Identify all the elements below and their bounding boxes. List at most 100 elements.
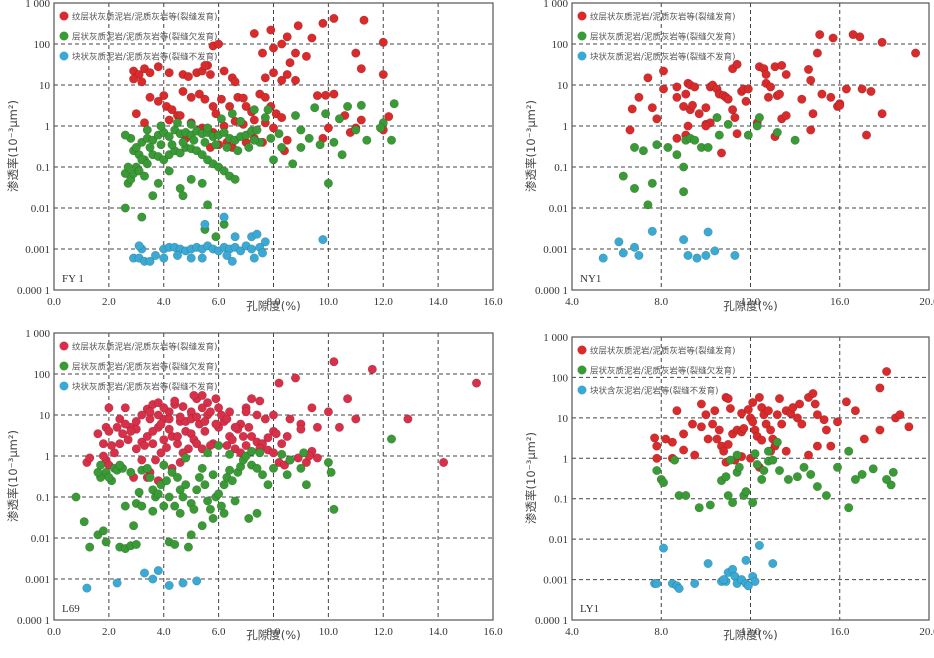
data-point (211, 394, 221, 404)
data-point (200, 480, 210, 490)
data-point (652, 114, 662, 124)
x-axis-label: 孔隙度(%) (723, 628, 777, 642)
data-point (139, 440, 150, 451)
data-point (115, 460, 125, 470)
data-point (85, 453, 95, 463)
data-point (647, 103, 657, 113)
data-point (186, 174, 196, 184)
data-point (142, 159, 152, 169)
legend-label: 块状灰质泥岩/泥质灰岩等(裂缝不发育) (72, 52, 218, 63)
y-tick-label: 1 000 (25, 328, 50, 340)
legend-label: 纹层状灰质泥岩/泥质灰岩等(裂缝发育) (72, 342, 218, 353)
data-point (763, 92, 773, 102)
data-point (795, 399, 805, 409)
y-tick-label: 1 000 (25, 0, 50, 10)
data-point (189, 135, 199, 145)
data-point (131, 416, 141, 426)
data-point (96, 460, 106, 470)
data-point (285, 455, 295, 465)
well-label: NY1 (580, 273, 601, 285)
data-point (260, 414, 270, 424)
data-point (134, 487, 144, 497)
data-point (652, 441, 662, 451)
data-point (797, 419, 807, 429)
data-point (200, 94, 210, 104)
data-point (236, 116, 246, 126)
data-point (164, 166, 174, 176)
data-point (681, 490, 691, 501)
data-point (142, 463, 152, 473)
data-point (225, 465, 235, 475)
chart-panel-fy1: 0.0 2.0 4.0 6.0 8.0 10.0 12.0 14.0 16.0 1 000 100 1… (6, 0, 503, 313)
data-point (763, 446, 773, 456)
data-point (150, 250, 161, 260)
data-point (131, 444, 141, 454)
data-point (112, 422, 122, 432)
x-tick-label: 20.0 (919, 296, 934, 308)
data-point (93, 429, 103, 439)
data-point (674, 583, 684, 594)
data-point (667, 437, 677, 447)
legend-marker (577, 31, 587, 41)
data-point (378, 37, 388, 47)
data-point (748, 397, 758, 408)
data-point (252, 410, 262, 420)
data-point (222, 142, 232, 152)
data-point (120, 419, 130, 429)
data-point (703, 227, 713, 237)
data-point (164, 424, 174, 434)
data-point (98, 526, 108, 536)
data-point (129, 74, 139, 84)
data-point (812, 481, 822, 492)
data-point (153, 178, 163, 188)
data-point (153, 489, 163, 499)
x-tick-label: 2.0 (102, 296, 116, 308)
data-point (783, 474, 793, 484)
data-point (808, 109, 818, 119)
data-point (260, 237, 270, 247)
data-point (777, 419, 787, 429)
data-point (389, 99, 399, 109)
data-point (828, 33, 838, 43)
data-point (186, 119, 196, 129)
data-point (857, 469, 867, 479)
y-tick-label: 0.1 (554, 494, 568, 506)
y-tick-label: 0.000 1 (17, 615, 50, 627)
data-point (214, 440, 224, 451)
data-point (629, 183, 640, 193)
legend-label: 块状灰质泥岩/泥质灰岩等(裂缝不发育) (590, 52, 736, 63)
data-point (148, 439, 158, 449)
data-point (356, 115, 366, 125)
data-point (629, 142, 640, 152)
data-point (178, 578, 188, 588)
legend-label: 块状灰质泥岩/泥质灰岩等(裂缝不发育) (72, 382, 218, 393)
data-point (790, 135, 800, 145)
data-point (161, 476, 172, 486)
series-fracture-developed (650, 366, 914, 472)
data-point (821, 490, 831, 501)
data-point (178, 402, 188, 412)
data-point (241, 440, 251, 451)
y-axis-label: 渗透率(10⁻³μm²) (6, 430, 20, 522)
data-point (145, 472, 155, 482)
data-point (120, 501, 130, 511)
x-tick-label: 12.0 (374, 626, 394, 638)
data-point (164, 414, 174, 424)
data-point (750, 576, 760, 586)
series-fracture-underdeveloped (71, 434, 397, 554)
data-point (290, 110, 301, 121)
data-point (167, 467, 177, 477)
data-point (211, 140, 221, 150)
x-tick-label: 0.0 (47, 296, 61, 308)
y-tick-label: 1 000 (543, 332, 568, 344)
series-fracture-underdeveloped (618, 113, 800, 210)
data-point (772, 127, 782, 137)
data-point (307, 33, 317, 43)
data-point (178, 86, 188, 96)
data-point (200, 426, 210, 436)
data-point (351, 414, 361, 424)
data-point (134, 241, 144, 251)
data-point (761, 69, 771, 80)
data-point (719, 446, 729, 456)
data-point (252, 508, 262, 518)
